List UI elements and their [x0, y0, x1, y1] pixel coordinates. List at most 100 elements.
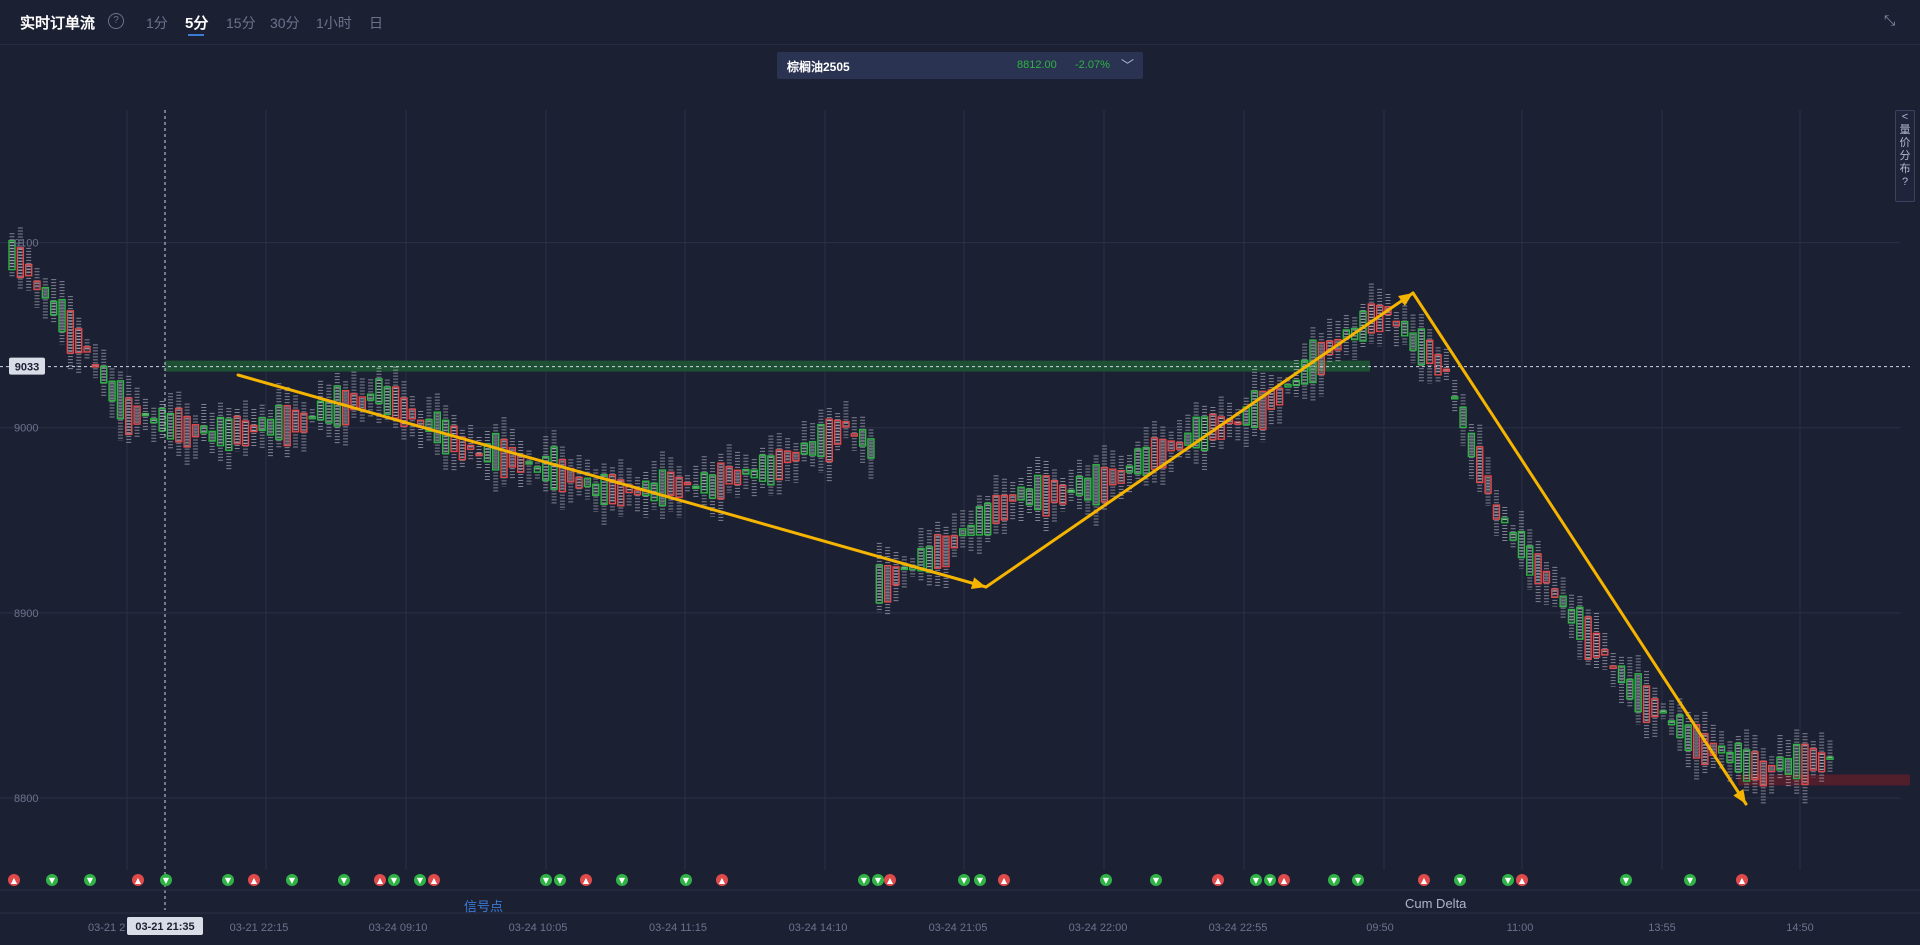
candle: [475, 436, 483, 470]
candle: [1417, 314, 1426, 382]
arrow-down-icon: ▼: [391, 876, 398, 885]
candle: [183, 403, 191, 466]
candle-body: [466, 444, 475, 450]
candle-body: [1776, 756, 1784, 771]
volume-profile-tab[interactable]: < 量 价 分 布 ?: [1895, 110, 1915, 202]
candle: [250, 409, 258, 447]
arrow-up-icon: ▲: [251, 876, 258, 885]
candle: [1409, 314, 1417, 364]
candle: [8, 233, 16, 278]
candle: [658, 451, 667, 519]
timeframe-1hour[interactable]: 1小时: [316, 15, 352, 31]
signals-tab[interactable]: 信号点: [464, 899, 504, 914]
candle: [166, 393, 175, 450]
timeframe-30min[interactable]: 30分: [270, 15, 300, 31]
candle: [450, 415, 458, 472]
candle-body: [191, 424, 200, 438]
candle-body: [1084, 477, 1092, 501]
candle-body: [1509, 531, 1517, 541]
candle-body: [1492, 504, 1501, 520]
candle-body: [1742, 749, 1751, 782]
trend-arrows-layer: [236, 291, 1748, 806]
candle-body: [783, 450, 792, 464]
arrow-up-icon: ▲: [431, 876, 438, 885]
candle-body: [525, 461, 533, 465]
help-icon[interactable]: ?: [1901, 176, 1909, 188]
candle: [283, 387, 291, 459]
arrow-down-icon: ▼: [977, 876, 984, 885]
candle-body: [491, 432, 500, 471]
candle: [308, 409, 316, 424]
arrow-up-icon: ▲: [887, 876, 894, 885]
candle: [1551, 566, 1559, 607]
chevron-down-icon[interactable]: ﹀: [1121, 58, 1135, 73]
candle-body: [158, 407, 166, 432]
signal-marker: [884, 874, 896, 886]
candle: [408, 396, 416, 438]
candle-body: [1034, 474, 1042, 511]
candle: [650, 461, 658, 510]
candle-body: [75, 328, 83, 354]
timeframe-day[interactable]: 日: [369, 15, 383, 31]
signal-marker: [388, 874, 400, 886]
signal-marker: [716, 874, 728, 886]
candle: [775, 433, 783, 495]
candle-body: [1584, 616, 1592, 660]
candle-body: [41, 286, 50, 299]
symbol-selector[interactable]: 棕榈油2505 8812.00 -2.07% ﹀: [777, 52, 1143, 79]
candle-body: [91, 364, 100, 368]
candle-body: [1000, 494, 1009, 521]
symbol-price: 8812.00: [1017, 59, 1057, 71]
candle-body: [1417, 328, 1426, 366]
candle-body: [391, 386, 400, 419]
candle-body: [183, 415, 191, 448]
candle-body: [291, 409, 300, 433]
signal-marker: [580, 874, 592, 886]
signal-marker: [1454, 874, 1466, 886]
candle: [1059, 478, 1067, 512]
candle: [808, 423, 817, 469]
candle: [1109, 450, 1117, 498]
collapse-icon[interactable]: ⤡: [1884, 12, 1896, 28]
candle: [1584, 609, 1592, 667]
candle: [1559, 577, 1567, 620]
candle-body: [850, 433, 858, 437]
signal-marker: [1684, 874, 1696, 886]
candle-body: [383, 386, 391, 416]
candle-body: [241, 420, 250, 447]
candle: [1809, 741, 1818, 778]
candle-body: [1209, 413, 1217, 441]
candle-body: [8, 240, 16, 271]
candle: [925, 530, 934, 587]
signal-marker: [132, 874, 144, 886]
time-tick-label: 03-24 09:10: [369, 922, 428, 934]
trend-arrow-head: [970, 577, 986, 589]
candle-body: [675, 476, 683, 499]
signal-marker: [1150, 874, 1162, 886]
candle: [1192, 402, 1200, 465]
candle-body: [1426, 339, 1434, 365]
timeframe-15min[interactable]: 15分: [226, 15, 256, 31]
signal-marker: [858, 874, 870, 886]
chevron-left-icon[interactable]: <: [1901, 111, 1909, 123]
timeframe-5min[interactable]: 5分: [185, 15, 209, 32]
candle: [1642, 671, 1651, 739]
candle-body: [508, 446, 517, 468]
candle: [1576, 596, 1584, 660]
candle: [49, 279, 58, 324]
signal-marker: [1212, 874, 1224, 886]
candle: [466, 425, 475, 461]
timeframe-1min[interactable]: 1分: [146, 15, 168, 31]
candle-body: [275, 404, 283, 441]
candle: [725, 444, 733, 494]
help-icon[interactable]: ?: [108, 13, 124, 29]
candle: [1434, 347, 1442, 383]
candle-body: [1275, 387, 1284, 406]
candle: [1259, 372, 1267, 443]
signal-marker: [1250, 874, 1262, 886]
candle: [992, 475, 1000, 535]
app-title: 实时订单流: [20, 15, 96, 32]
candle-body: [450, 425, 458, 453]
cum-delta-tab[interactable]: Cum Delta: [1405, 896, 1467, 911]
